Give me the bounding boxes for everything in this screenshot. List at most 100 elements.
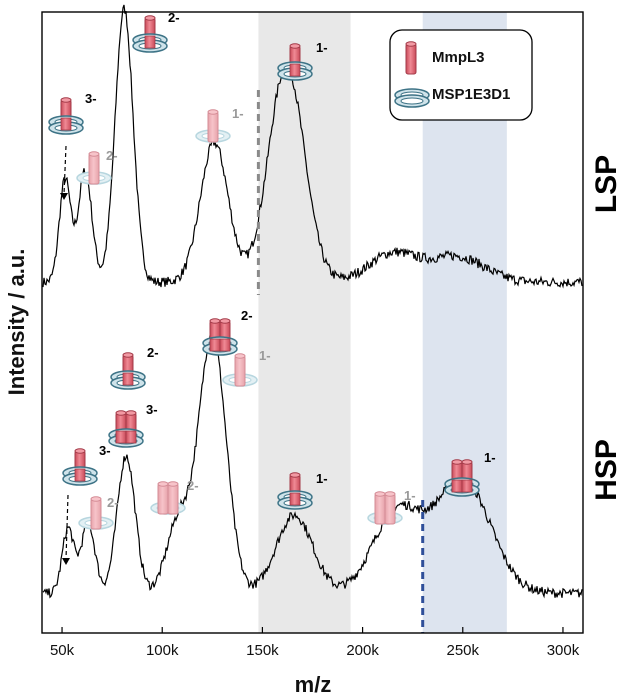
x-tick-label: 200k [346, 642, 379, 659]
cylinder-top [144, 15, 156, 21]
species-icon [277, 43, 313, 81]
shaded-region [258, 12, 351, 633]
species-icon [78, 496, 114, 530]
cylinder-front [289, 63, 301, 77]
cylinder-body [405, 43, 417, 75]
charge-label: 1- [404, 488, 416, 503]
cylinder-top [157, 481, 169, 487]
cylinder-front [144, 35, 156, 49]
arrow-line [65, 494, 69, 560]
cylinder-top [60, 97, 72, 103]
cylinder-front [219, 338, 231, 352]
arrow-head [62, 558, 70, 565]
cylinder-body [90, 498, 102, 530]
charge-label: 2- [106, 148, 118, 163]
species-icon [48, 97, 84, 135]
cylinder-front [451, 479, 463, 493]
species-icon [132, 15, 168, 53]
species-icon [195, 109, 231, 143]
cylinder-front [115, 430, 127, 444]
cylinder-front [289, 492, 301, 506]
charge-label: 1- [232, 106, 244, 121]
cylinder-top [207, 109, 219, 115]
cylinder-body [157, 483, 169, 515]
species-icon [150, 481, 186, 515]
cylinder-top [234, 353, 246, 359]
charge-label: 2- [168, 10, 180, 25]
cylinder-body [88, 153, 100, 185]
x-tick-label: 150k [246, 642, 279, 659]
cylinder-top [289, 472, 301, 478]
species-annotations: 3- 2- 2- 1- 1- 3- 2- 3- 2- 2- 2- 1- 1- 1- 1- [48, 10, 496, 565]
species-icon [277, 472, 313, 510]
species-icon [62, 448, 98, 486]
panel-label-lsp: LSP [590, 155, 623, 213]
species-icon [202, 318, 238, 356]
species-icon [367, 491, 403, 525]
cylinder-top [209, 318, 221, 324]
legend-label-mmpl3: MmpL3 [432, 49, 485, 66]
legend: MmpL3 MSP1E3D1 [389, 29, 533, 121]
charge-label: 2- [147, 345, 159, 360]
species-icon [444, 459, 480, 497]
legend-label-msp1e3d1: MSP1E3D1 [432, 86, 510, 103]
cylinder-body [374, 493, 386, 525]
cylinder-top [74, 448, 86, 454]
cylinder-top [384, 491, 396, 497]
spectrum-traces [42, 4, 583, 599]
cylinder-top [167, 481, 179, 487]
species-icon [222, 353, 258, 387]
arrow-head [60, 193, 68, 200]
charge-label: 2- [187, 478, 199, 493]
cylinder-top [374, 491, 386, 497]
species-icon [76, 151, 112, 185]
charge-label: 3- [85, 91, 97, 106]
cylinder-top [122, 352, 134, 358]
cylinder-top [90, 496, 102, 502]
charge-label: 3- [99, 443, 111, 458]
cylinder-body [384, 493, 396, 525]
cylinder-front [122, 372, 134, 386]
spectrum-trace-lsp [42, 4, 583, 289]
species-icon [108, 410, 144, 448]
charge-label: 1- [259, 348, 271, 363]
cylinder-top [451, 459, 463, 465]
cylinder-body [207, 111, 219, 143]
cylinder-body [234, 355, 246, 387]
cylinder-front [125, 430, 137, 444]
arrow-line [63, 145, 67, 195]
cylinder-top [115, 410, 127, 416]
x-axis: 50k 100k 150k 200k 250k 300k [50, 627, 580, 659]
species-icon [110, 352, 146, 390]
y-axis-title: Intensity / a.u. [4, 249, 29, 396]
cylinder-body [167, 483, 179, 515]
cylinder-front [461, 479, 473, 493]
cylinder-front [74, 468, 86, 482]
cylinder-top [125, 410, 137, 416]
cylinder-top [461, 459, 473, 465]
charge-label: 2- [107, 495, 119, 510]
cylinder-top [88, 151, 100, 157]
charge-label: 1- [316, 40, 328, 55]
cylinder-icon [405, 41, 417, 75]
x-tick-label: 300k [547, 642, 580, 659]
cylinder-front [60, 117, 72, 131]
charge-label: 1- [316, 471, 328, 486]
cylinder-top [219, 318, 231, 324]
x-tick-label: 50k [50, 642, 75, 659]
ring-hole [400, 97, 424, 105]
dashed-markers [256, 90, 425, 633]
charge-label: 3- [146, 402, 158, 417]
panel-label-hsp: HSP [590, 439, 623, 501]
x-tick-label: 250k [447, 642, 480, 659]
cylinder-top [405, 41, 417, 47]
charge-label: 1- [484, 450, 496, 465]
cylinder-front [209, 338, 221, 352]
spectrum-trace-hsp [42, 332, 583, 599]
ring-icon [394, 88, 430, 108]
plot-frame [41, 11, 584, 634]
x-axis-title: m/z [295, 672, 332, 697]
x-tick-label: 100k [146, 642, 179, 659]
cylinder-top [289, 43, 301, 49]
